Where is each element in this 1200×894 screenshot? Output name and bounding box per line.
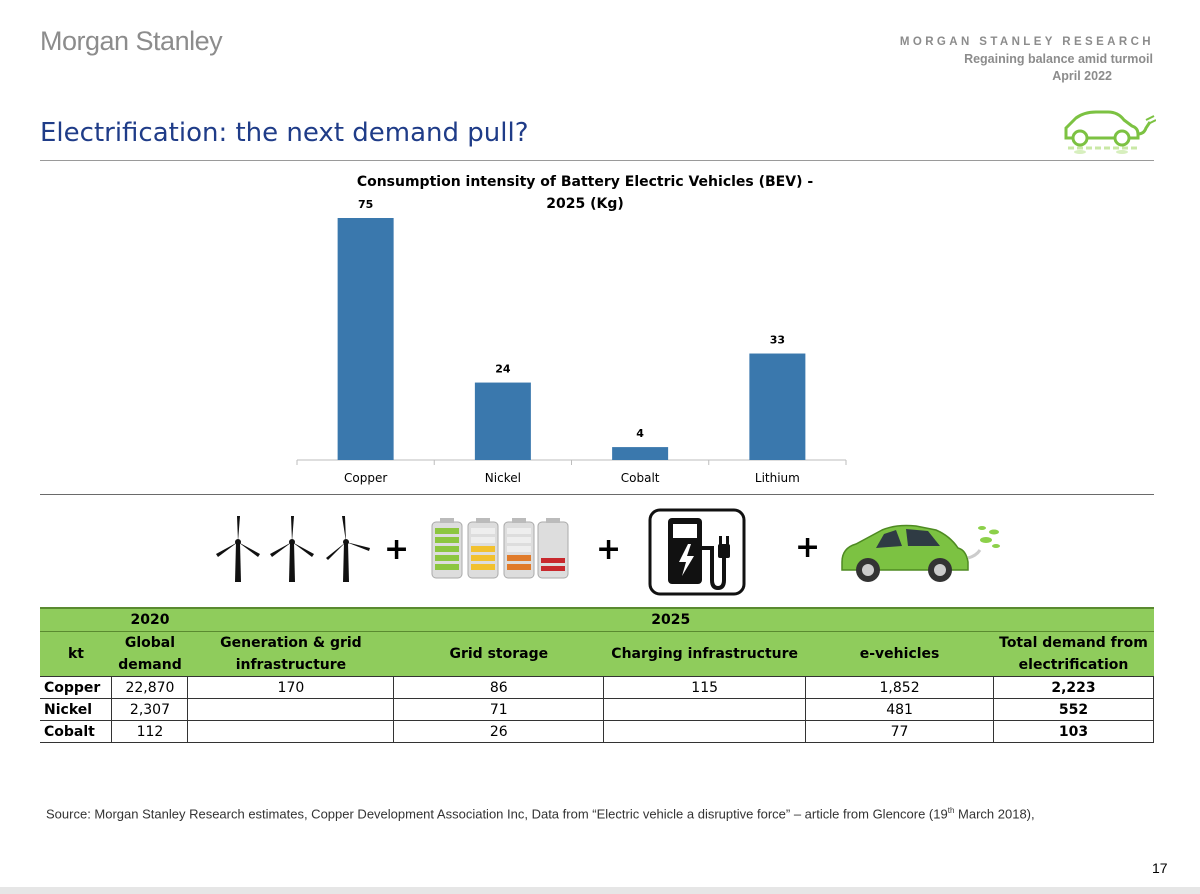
cell-global: 2,307 [111,698,189,721]
cell-storage: 26 [393,720,605,743]
report-title: Regaining balance amid turmoil [964,52,1153,66]
x-tick-label-nickel: Nickel [485,471,521,485]
table-header-e-vehicles: e-vehicles [805,631,994,677]
data-label-lithium: 33 [770,334,785,347]
row-label-cobalt: Cobalt [40,720,113,743]
bar-nickel [474,382,531,460]
cell-global: 22,870 [111,676,189,699]
page-number: 17 [1152,860,1168,876]
research-label: MORGAN STANLEY RESEARCH [899,36,1154,48]
chart-title: Consumption intensity of Battery Electri… [340,171,830,215]
cell-evehicles: 1,852 [805,676,994,699]
bar-lithium [749,353,806,460]
x-tick-label-copper: Copper [344,471,387,485]
page-title: Electrification: the next demand pull? [40,118,529,148]
source-note: Source: Morgan Stanley Research estimate… [46,806,1035,821]
x-tick-label-cobalt: Cobalt [621,471,660,485]
plus-sign: + [384,532,410,567]
source-superscript: th [947,806,955,815]
cell-storage: 86 [393,676,605,699]
row-label-nickel: Nickel [40,698,113,721]
table-year-header-row: 2020 2025 [40,607,1154,632]
cell-total: 103 [993,720,1154,743]
battery-storage-icon [431,518,569,579]
cell-generation: 170 [187,676,395,699]
table-header-grid-storage: Grid storage [393,631,604,677]
plus-sign: + [795,530,821,565]
cell-generation [187,720,395,743]
table-header-year-2020: 2020 [111,607,188,632]
table-header-total: Total demand from electrification [993,631,1154,677]
cell-total: 552 [993,698,1154,721]
electric-car-icon [841,524,1000,582]
x-tick-label-lithium: Lithium [755,471,800,485]
cell-generation [187,698,395,721]
table-header-blank [40,607,112,632]
wind-turbine-icon [216,516,370,582]
table-row: Copper 22,870 170 86 115 1,852 2,223 [40,676,1154,699]
table-header-year-2025: 2025 [187,607,1154,632]
source-text-end: March 2018), [954,806,1035,822]
table-header-generation: Generation & grid infrastructure [187,631,394,677]
table-row: Nickel 2,307 71 481 552 [40,698,1154,721]
table-row: Cobalt 112 26 77 103 [40,720,1154,743]
ev-charger-icon [648,508,746,596]
bar-copper [337,218,394,460]
section-divider [40,494,1154,495]
plus-sign: + [596,532,622,567]
table-header-charging: Charging infrastructure [603,631,806,677]
data-label-nickel: 24 [495,363,511,376]
cell-global: 112 [111,720,189,743]
cell-total: 2,223 [993,676,1154,699]
table-header-kt: kt [40,631,112,677]
table-column-header-row: kt Global demand Generation & grid infra… [40,631,1154,677]
cell-charging [603,720,807,743]
morgan-stanley-logo: Morgan Stanley [40,26,223,56]
electrification-demand-table: 2020 2025 kt Global demand Generation & … [40,607,1154,743]
chart-title-line-1: Consumption intensity of Battery Electri… [356,174,814,190]
cell-evehicles: 481 [805,698,994,721]
bar-cobalt [612,447,669,460]
cell-charging: 115 [603,676,807,699]
data-label-cobalt: 4 [636,427,644,440]
data-label-copper: 75 [358,198,373,211]
table-header-global-demand: Global demand [111,631,188,677]
cell-charging [603,698,807,721]
green-car-plug-icon [1064,110,1156,154]
row-label-copper: Copper [40,676,113,699]
cell-storage: 71 [393,698,605,721]
bottom-bar [0,887,1200,894]
report-date: April 2022 [1052,69,1112,83]
source-text: Source: Morgan Stanley Research estimate… [46,806,948,822]
cell-evehicles: 77 [805,720,994,743]
chart-title-line-2: 2025 (Kg) [546,196,624,212]
title-divider [40,160,1154,161]
